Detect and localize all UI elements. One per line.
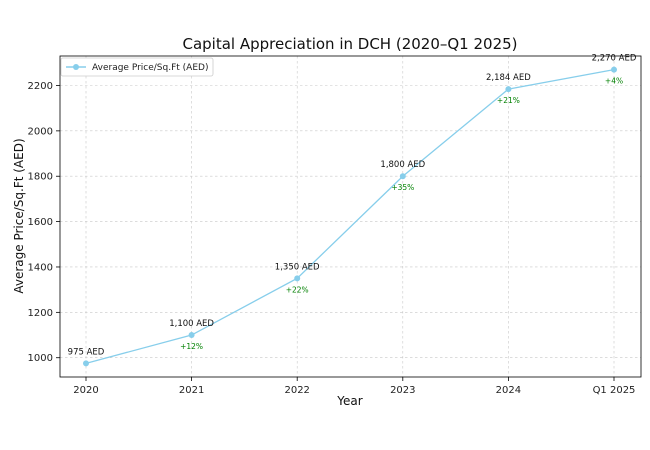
x-tick-label: 2020 <box>73 385 98 396</box>
x-axis-title: Year <box>336 394 362 408</box>
series-layer <box>83 66 617 367</box>
x-tick-label: 2024 <box>496 385 521 396</box>
growth-label: +35% <box>391 183 414 192</box>
x-tick-label: 2023 <box>390 385 415 396</box>
y-tick-label: 1400 <box>28 262 53 273</box>
chart-title: Capital Appreciation in DCH (2020–Q1 202… <box>182 35 517 53</box>
y-tick-label: 2000 <box>28 126 53 137</box>
y-tick-label: 1600 <box>28 217 53 228</box>
plot-area <box>59 55 642 378</box>
data-label: 975 AED <box>68 347 105 357</box>
x-axis: 2020 2021 2022 2023 2024 Q1 2025 <box>73 377 635 396</box>
y-tick-label: 1800 <box>28 172 53 183</box>
data-point <box>294 275 301 282</box>
data-point <box>611 66 617 73</box>
legend-marker-swatch <box>73 64 79 70</box>
data-label: 1,800 AED <box>380 160 425 170</box>
data-point <box>83 360 89 367</box>
growth-label: +4% <box>605 77 623 86</box>
y-tick-label: 1200 <box>28 308 53 319</box>
growth-label: +21% <box>497 96 520 105</box>
data-point <box>505 86 512 93</box>
y-axis-title: Average Price/Sq.Ft (AED) <box>12 138 26 293</box>
y-tick-label: 2200 <box>28 81 53 92</box>
growth-label: +12% <box>180 342 203 351</box>
grid-lines <box>60 56 641 377</box>
legend: Average Price/Sq.Ft (AED) <box>60 57 214 77</box>
x-tick-label: Q1 2025 <box>593 385 636 396</box>
data-label: 1,350 AED <box>275 262 320 272</box>
y-axis: 1000 1200 1400 1600 1800 2000 2200 <box>28 81 60 364</box>
data-label: 2,184 AED <box>486 73 531 83</box>
x-tick-label: 2021 <box>179 385 204 396</box>
data-point <box>188 332 195 339</box>
data-labels: 975 AED 1,100 AED 1,350 AED 1,800 AED 2,184 … <box>68 54 637 358</box>
series-line <box>85 68 615 365</box>
data-label: 2,270 AED <box>592 54 637 64</box>
data-label: 1,100 AED <box>169 319 214 329</box>
x-tick-label: 2022 <box>284 385 309 396</box>
growth-label: +22% <box>286 285 309 294</box>
legend-box <box>60 57 214 77</box>
data-point <box>399 173 406 180</box>
y-tick-label: 1000 <box>28 353 53 364</box>
legend-label: Average Price/Sq.Ft (AED) <box>92 63 208 73</box>
